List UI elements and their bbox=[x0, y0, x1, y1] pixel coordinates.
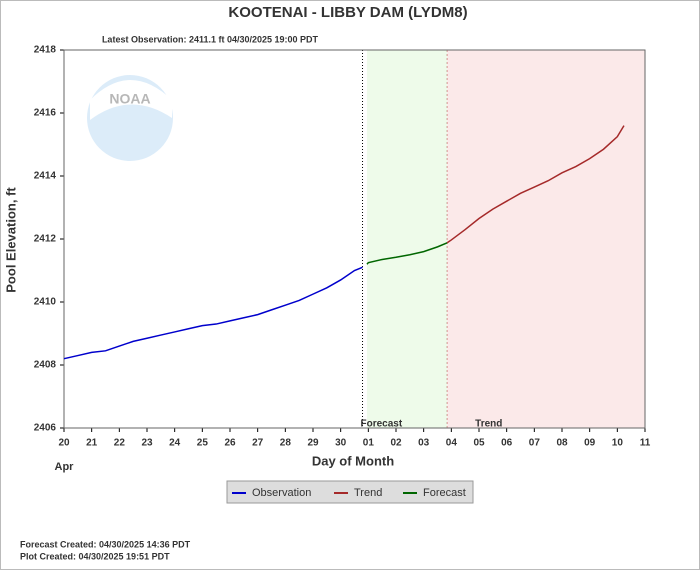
plot-border bbox=[63, 49, 646, 429]
y-tick-label: 2414 bbox=[34, 171, 57, 182]
x-tick-label: 09 bbox=[584, 438, 596, 449]
y-tick-label: 2408 bbox=[34, 360, 57, 371]
series-line bbox=[366, 242, 448, 265]
x-tick-label: 03 bbox=[418, 438, 430, 449]
trend-region bbox=[447, 50, 645, 428]
x-tick-label: 29 bbox=[307, 438, 319, 449]
x-tick-label: 23 bbox=[141, 438, 153, 449]
x-axis-label: Day of Month bbox=[312, 453, 394, 468]
x-tick-label: 21 bbox=[86, 438, 98, 449]
x-tick-label: 05 bbox=[473, 438, 485, 449]
x-tick-label: 10 bbox=[612, 438, 624, 449]
y-tick-label: 2412 bbox=[34, 234, 57, 245]
x-tick-label: 20 bbox=[58, 438, 70, 449]
logo-circle bbox=[87, 75, 173, 161]
logo-wave bbox=[90, 80, 172, 120]
x-axis-sublabel: Apr bbox=[55, 461, 75, 473]
x-tick-label: 11 bbox=[640, 438, 651, 449]
y-tick-label: 2410 bbox=[34, 297, 57, 308]
logo-text: NOAA bbox=[109, 91, 150, 107]
footer-text: Forecast Created: 04/30/2025 14:36 PDT bbox=[20, 539, 191, 549]
x-tick-label: 07 bbox=[529, 438, 541, 449]
forecast-region bbox=[366, 50, 448, 428]
x-tick-label: 08 bbox=[556, 438, 568, 449]
legend-label: Trend bbox=[354, 487, 382, 499]
legend-box bbox=[226, 480, 474, 504]
legend-label: Observation bbox=[252, 487, 311, 499]
x-tick-label: 25 bbox=[197, 438, 209, 449]
y-axis-label: Pool Elevation, ft bbox=[3, 187, 18, 293]
x-tick-label: 06 bbox=[501, 438, 513, 449]
series-line bbox=[63, 266, 363, 360]
series-line bbox=[446, 125, 625, 244]
chart-title: KOOTENAI - LIBBY DAM (LYDM8) bbox=[228, 4, 467, 21]
footer-text: Plot Created: 04/30/2025 19:51 PDT bbox=[20, 551, 170, 561]
x-tick-label: 27 bbox=[252, 438, 264, 449]
region-label: Trend bbox=[475, 419, 502, 430]
x-tick-label: 02 bbox=[390, 438, 402, 449]
x-tick-label: 30 bbox=[335, 438, 347, 449]
y-tick-label: 2406 bbox=[34, 423, 57, 434]
noaa-logo: NOAA bbox=[87, 75, 173, 161]
y-tick-label: 2416 bbox=[34, 108, 57, 119]
x-tick-label: 04 bbox=[446, 438, 458, 449]
x-tick-label: 24 bbox=[169, 438, 181, 449]
chart-subtitle: Latest Observation: 2411.1 ft 04/30/2025… bbox=[102, 34, 319, 44]
x-tick-label: 28 bbox=[280, 438, 292, 449]
x-tick-label: 26 bbox=[224, 438, 236, 449]
legend-label: Forecast bbox=[423, 487, 466, 499]
region-label: Forecast bbox=[361, 419, 403, 430]
x-tick-label: 22 bbox=[114, 438, 126, 449]
x-tick-label: 01 bbox=[363, 438, 375, 449]
y-tick-label: 2418 bbox=[34, 45, 57, 56]
